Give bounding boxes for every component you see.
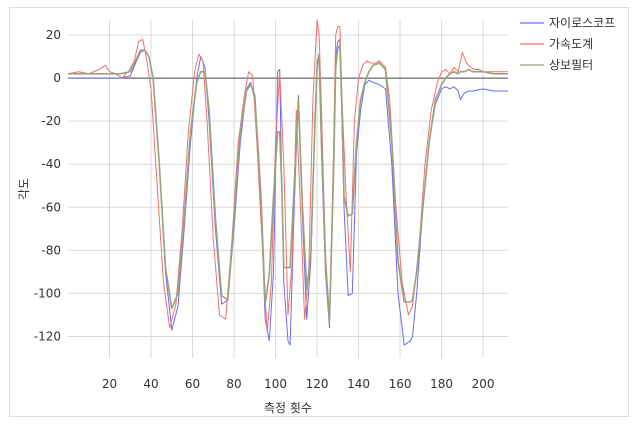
- y-tick-label: 20: [46, 28, 61, 42]
- y-tick-label: -60: [41, 200, 61, 214]
- legend-label: 상보필터: [549, 58, 593, 72]
- x-tick-label: 180: [430, 377, 453, 391]
- x-tick-label: 20: [102, 377, 117, 391]
- x-tick-label: 40: [143, 377, 158, 391]
- x-tick-label: 140: [347, 377, 370, 391]
- series-lines: [67, 19, 508, 346]
- series-line-2: [67, 19, 508, 333]
- grid: [68, 20, 508, 358]
- legend-label: 자이로스코프: [549, 16, 615, 30]
- y-tick-label: -100: [34, 286, 61, 300]
- series-line-3: [68, 44, 508, 321]
- y-tick-label: 0: [53, 71, 61, 85]
- x-axis-ticks: 20 40 60 80 100 120 140 160 180 200: [102, 377, 495, 391]
- x-tick-label: 200: [472, 377, 495, 391]
- y-tick-label: -120: [34, 329, 61, 343]
- y-axis-ticks: 20 0 -20 -40 -60 -80 -100 -120: [34, 28, 61, 343]
- x-tick-label: 120: [306, 377, 329, 391]
- y-axis-label: 각도: [17, 178, 31, 200]
- y-tick-label: -20: [41, 114, 61, 128]
- x-tick-label: 100: [264, 377, 287, 391]
- x-tick-label: 80: [226, 377, 241, 391]
- legend-label: 가속도계: [549, 37, 593, 51]
- x-axis-label: 측정 횟수: [264, 401, 312, 415]
- x-tick-label: 160: [389, 377, 412, 391]
- y-tick-label: -80: [41, 243, 61, 257]
- x-tick-label: 60: [185, 377, 200, 391]
- y-tick-label: -40: [41, 157, 61, 171]
